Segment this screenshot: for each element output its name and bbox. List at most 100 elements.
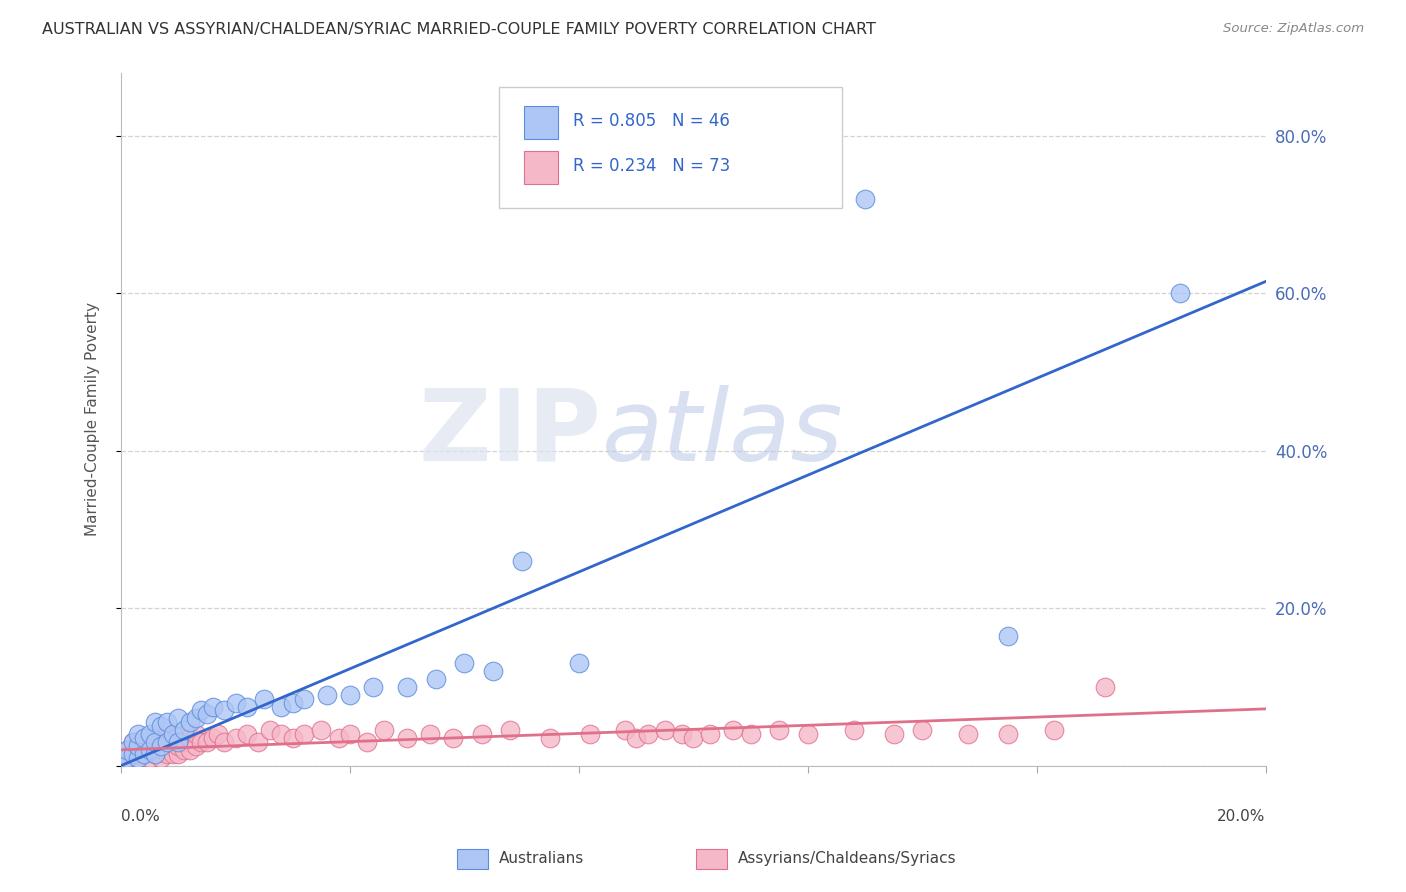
Point	[699, 727, 721, 741]
Point	[1043, 723, 1066, 738]
Point	[121, 743, 143, 757]
Point	[997, 727, 1019, 741]
Point	[259, 723, 281, 738]
Point	[201, 731, 224, 745]
Point	[156, 731, 179, 745]
Point	[654, 723, 676, 738]
Point	[184, 727, 207, 741]
Point	[281, 696, 304, 710]
Point	[139, 735, 162, 749]
Point	[441, 731, 464, 745]
Point	[173, 735, 195, 749]
Point	[236, 727, 259, 741]
Point	[568, 657, 591, 671]
Point	[510, 554, 533, 568]
Point	[179, 743, 201, 757]
Point	[184, 739, 207, 753]
Point	[173, 723, 195, 738]
Point	[723, 723, 745, 738]
Point	[132, 747, 155, 761]
Point	[236, 699, 259, 714]
Text: R = 0.234   N = 73: R = 0.234 N = 73	[574, 158, 730, 176]
Point	[121, 735, 143, 749]
Point	[361, 680, 384, 694]
Point	[195, 735, 218, 749]
Point	[145, 735, 167, 749]
FancyBboxPatch shape	[524, 105, 558, 139]
Point	[150, 750, 173, 764]
Point	[613, 723, 636, 738]
Point	[292, 727, 315, 741]
Point	[167, 735, 190, 749]
Point	[139, 727, 162, 741]
Point	[121, 747, 143, 761]
Point	[162, 735, 184, 749]
Point	[201, 699, 224, 714]
Point	[247, 735, 270, 749]
Point	[190, 703, 212, 717]
Point	[145, 715, 167, 730]
Point	[115, 750, 138, 764]
Point	[127, 739, 149, 753]
Point	[482, 664, 505, 678]
Point	[682, 731, 704, 745]
Point	[453, 657, 475, 671]
Point	[396, 680, 419, 694]
Point	[212, 703, 235, 717]
Point	[225, 731, 247, 745]
Point	[127, 743, 149, 757]
Point	[150, 719, 173, 733]
Point	[538, 731, 561, 745]
Point	[173, 743, 195, 757]
Point	[270, 699, 292, 714]
Point	[190, 735, 212, 749]
Point	[132, 739, 155, 753]
Text: R = 0.805   N = 46: R = 0.805 N = 46	[574, 112, 730, 130]
Point	[212, 735, 235, 749]
Text: Australians: Australians	[499, 851, 585, 865]
FancyBboxPatch shape	[499, 87, 842, 208]
Point	[1094, 680, 1116, 694]
Point	[184, 711, 207, 725]
Text: ZIP: ZIP	[419, 384, 602, 482]
Point	[956, 727, 979, 741]
Point	[150, 739, 173, 753]
Point	[150, 739, 173, 753]
Point	[339, 688, 361, 702]
Point	[121, 750, 143, 764]
Point	[356, 735, 378, 749]
Point	[167, 739, 190, 753]
Point	[740, 727, 762, 741]
Point	[311, 723, 333, 738]
Text: AUSTRALIAN VS ASSYRIAN/CHALDEAN/SYRIAC MARRIED-COUPLE FAMILY POVERTY CORRELATION: AUSTRALIAN VS ASSYRIAN/CHALDEAN/SYRIAC M…	[42, 22, 876, 37]
Point	[145, 747, 167, 761]
Point	[127, 750, 149, 764]
Point	[121, 735, 143, 749]
Point	[253, 691, 276, 706]
Point	[156, 715, 179, 730]
Text: Assyrians/Chaldeans/Syriacs: Assyrians/Chaldeans/Syriacs	[738, 851, 956, 865]
Point	[179, 731, 201, 745]
Point	[471, 727, 494, 741]
Point	[156, 739, 179, 753]
Point	[132, 747, 155, 761]
Point	[328, 731, 350, 745]
Point	[225, 696, 247, 710]
Point	[624, 731, 647, 745]
Point	[167, 727, 190, 741]
Point	[139, 743, 162, 757]
Point	[167, 711, 190, 725]
Point	[671, 727, 693, 741]
Point	[127, 750, 149, 764]
Point	[127, 727, 149, 741]
Point	[853, 192, 876, 206]
Point	[842, 723, 865, 738]
Point	[115, 743, 138, 757]
Point	[579, 727, 602, 741]
Point	[156, 747, 179, 761]
Point	[1168, 286, 1191, 301]
Point	[145, 747, 167, 761]
Point	[499, 723, 522, 738]
Point	[132, 731, 155, 745]
Point	[339, 727, 361, 741]
